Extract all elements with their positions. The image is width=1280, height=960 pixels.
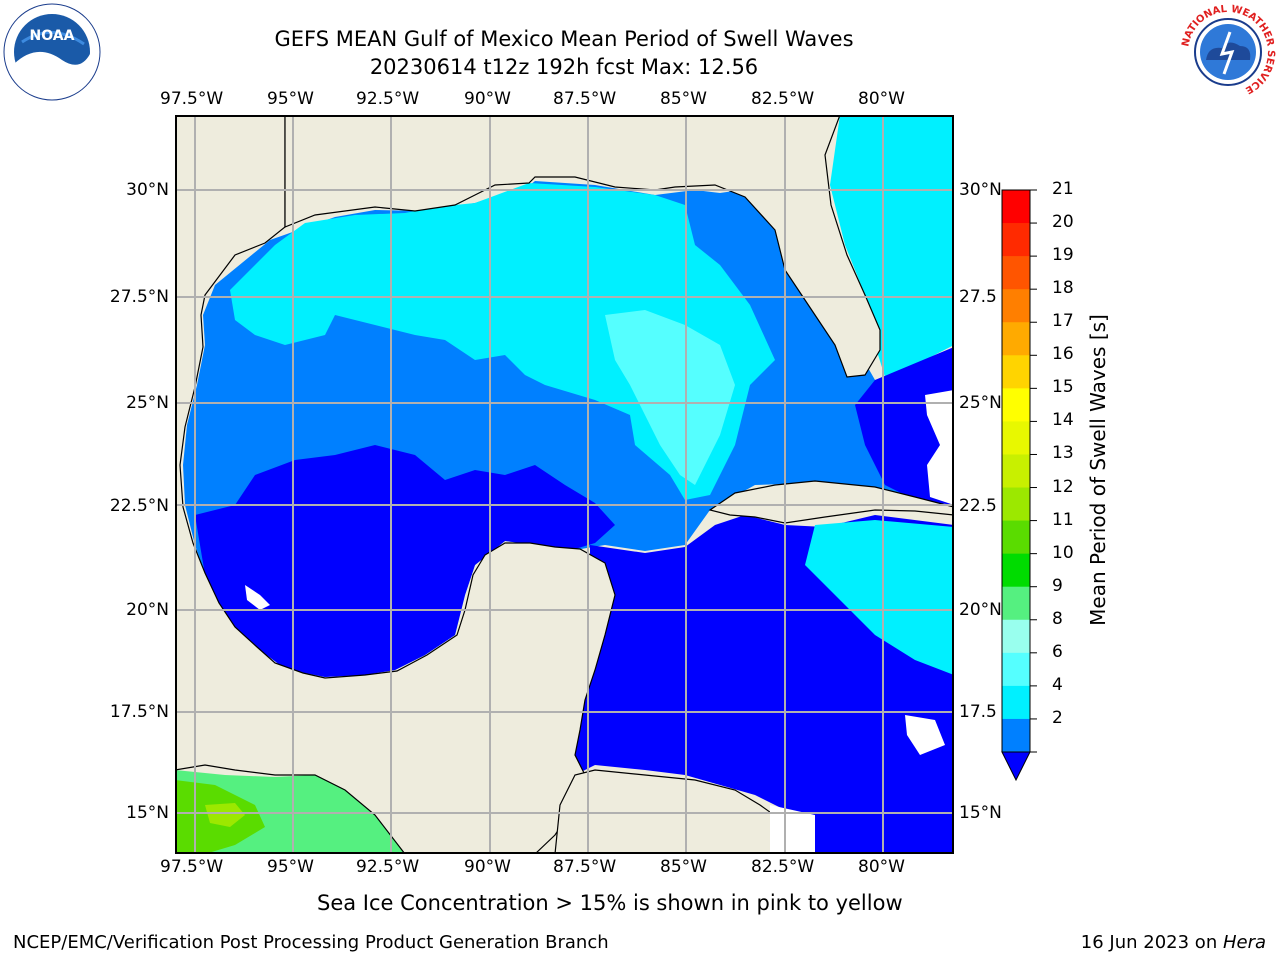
colorbar-segment [1002, 718, 1030, 753]
map-panel [174, 114, 955, 855]
lon-label-bottom: 95°W [267, 857, 314, 877]
lat-label-left: 30°N [126, 180, 169, 200]
footer-date: 16 Jun 2023 on [1080, 932, 1223, 953]
colorbar-tick-label: 6 [1052, 641, 1063, 662]
noaa-logo: NOAA [2, 2, 102, 102]
lon-label-bottom: 80°W [858, 857, 905, 877]
colorbar-segment [1002, 421, 1030, 455]
lon-label-top: 80°W [858, 89, 905, 109]
colorbar-tick-label: 20 [1052, 212, 1074, 233]
lat-label-left: 22.5°N [109, 496, 169, 516]
lon-label-top: 90°W [464, 89, 511, 109]
colorbar-segment [1002, 685, 1030, 720]
colorbar-tick-label: 14 [1052, 410, 1074, 431]
nodata-patch [905, 715, 945, 755]
colorbar-tick-label: 21 [1052, 179, 1074, 199]
lat-label-left: 25°N [126, 393, 169, 413]
colorbar-label: Mean Period of Swell Waves [s] [1086, 314, 1110, 626]
lon-label-top: 97.5°W [160, 89, 224, 109]
lat-label-right: 25°N [959, 393, 1002, 413]
colorbar-segment [1002, 355, 1030, 389]
footer-left: NCEP/EMC/Verification Post Processing Pr… [13, 932, 609, 953]
lat-label-right: 17.5 [959, 702, 997, 722]
map-frame [175, 115, 954, 854]
lat-label-right: 22.5 [959, 496, 997, 516]
atlantic-cyan-zone [830, 115, 954, 377]
chart-title: GEFS MEAN Gulf of Mexico Mean Period of … [274, 27, 854, 51]
colorbar-tick-label: 17 [1052, 311, 1074, 332]
lat-label-left: 17.5°N [109, 702, 169, 722]
lon-label-top: 87.5°W [553, 89, 617, 109]
colorbar-segment [1002, 520, 1030, 555]
lon-label-top: 85°W [660, 89, 707, 109]
lat-label-right: 30°N [959, 180, 1002, 200]
colorbar-segment [1002, 619, 1030, 654]
caribbean-cyan-zone [805, 520, 954, 675]
nodata-patch [770, 805, 815, 854]
lat-label-right: 27.5 [959, 287, 997, 307]
colorbar-tick-label: 13 [1052, 443, 1074, 464]
nws-logo: NATIONAL WEATHER SERVICE [1178, 2, 1278, 102]
lat-label-left: 15°N [126, 803, 169, 823]
colorbar-tick-label: 4 [1052, 674, 1063, 695]
svg-text:NOAA: NOAA [30, 28, 75, 44]
colorbar-segment [1002, 586, 1030, 621]
pacific-yellow-green-zone [205, 803, 245, 827]
colorbar-tick-label: 2 [1052, 707, 1063, 728]
colorbar [1000, 188, 1040, 783]
lon-label-top: 82.5°W [751, 89, 815, 109]
colorbar-segment [1002, 388, 1030, 422]
gridlines [175, 115, 954, 854]
colorbar-tick-label: 19 [1052, 245, 1074, 266]
lon-label-top: 92.5°W [356, 89, 420, 109]
colorbar-tick-label: 15 [1052, 377, 1074, 398]
colorbar-segment [1002, 652, 1030, 687]
colorbar-tick-label: 18 [1052, 278, 1074, 299]
colorbar-frame [1001, 189, 1031, 753]
nodata-patch [245, 585, 270, 610]
lon-label-top: 95°W [267, 89, 314, 109]
lat-label-left: 20°N [126, 600, 169, 620]
colorbar-segment [1002, 322, 1030, 356]
colorbar-segment [1002, 454, 1030, 489]
lon-label-bottom: 92.5°W [356, 857, 420, 877]
us-land [284, 114, 881, 378]
lat-label-left: 27.5°N [109, 287, 169, 307]
gulf-light-cyan-zone [605, 310, 735, 485]
colorbar-tick-label: 10 [1052, 542, 1074, 563]
lat-label-right: 20°N [959, 600, 1002, 620]
colorbar-graphic [1001, 189, 1037, 782]
gulf-cyan-zone [230, 183, 775, 500]
colorbar-tick-label: 11 [1052, 509, 1074, 530]
gulf-deep-blue-zone [195, 445, 615, 677]
lon-label-bottom: 87.5°W [553, 857, 617, 877]
colorbar-tick-label: 9 [1052, 575, 1063, 596]
lon-label-bottom: 90°W [464, 857, 511, 877]
colorbar-segment [1002, 223, 1030, 257]
colorbar-segment [1002, 487, 1030, 522]
footer-right: 16 Jun 2023 on Hera [1081, 932, 1266, 953]
colorbar-tick-label: 12 [1052, 476, 1074, 497]
colorbar-segment [1002, 190, 1030, 224]
nodata-patch [925, 390, 954, 505]
lon-label-bottom: 82.5°W [751, 857, 815, 877]
lat-label-right: 15°N [959, 803, 1002, 823]
colorbar-segment [1002, 289, 1030, 323]
colorbar-tick-label: 16 [1052, 344, 1074, 365]
caption: Sea Ice Concentration > 15% is shown in … [317, 891, 903, 915]
colorbar-segment [1002, 256, 1030, 290]
chart-subtitle: 20230614 t12z 192h fcst Max: 12.56 [369, 55, 759, 79]
colorbar-extend-arrow [1001, 751, 1031, 782]
lon-label-bottom: 97.5°W [160, 857, 224, 877]
colorbar-tick-label: 8 [1052, 608, 1063, 629]
colorbar-ticks: 21 20 19 18 17 16 15 14 13 12 11 10 9 8 6 4 2 [1052, 179, 1092, 780]
footer-machine: Hera [1222, 932, 1266, 953]
lon-label-bottom: 85°W [660, 857, 707, 877]
colorbar-segment [1002, 553, 1030, 588]
